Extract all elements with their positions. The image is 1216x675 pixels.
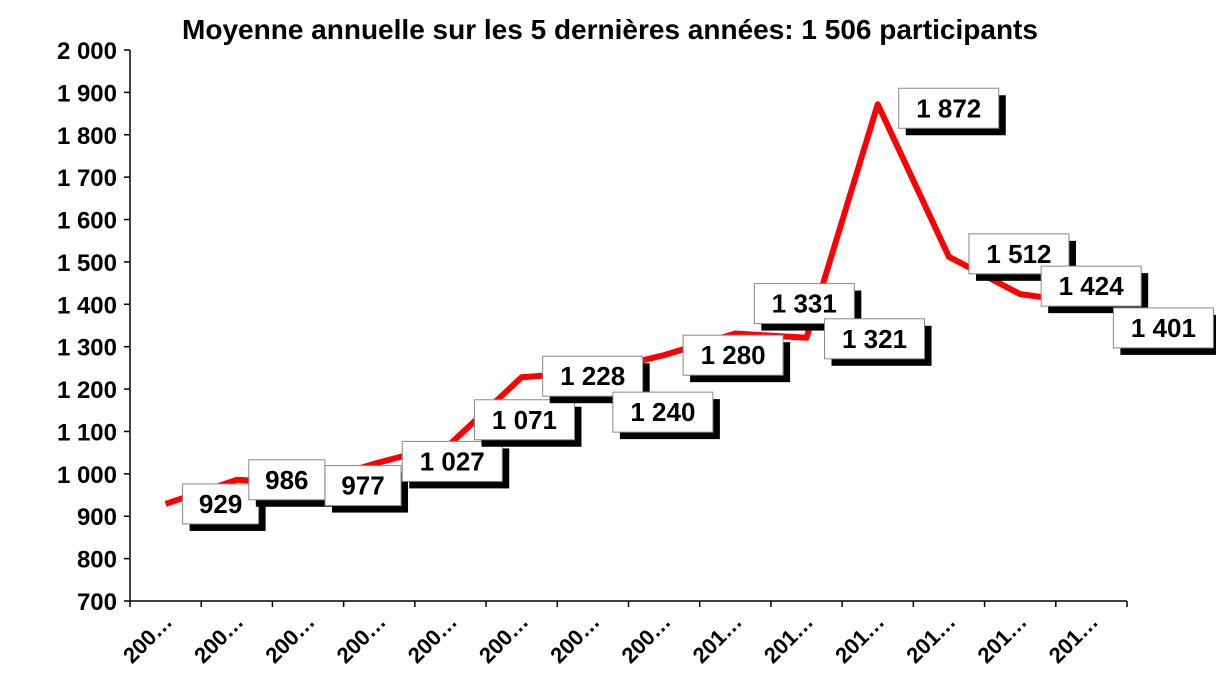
data-label-text: 1 512 bbox=[986, 239, 1051, 269]
data-label-text: 986 bbox=[265, 465, 308, 495]
label-box bbox=[612, 391, 714, 433]
data-label: 1 240 bbox=[612, 391, 720, 440]
data-label: 986 bbox=[248, 459, 332, 507]
label-box bbox=[473, 399, 575, 441]
x-tick-label: 201… bbox=[830, 609, 889, 668]
data-label-text: 1 331 bbox=[772, 289, 837, 319]
x-tick-label: 200… bbox=[332, 609, 391, 668]
y-tick-label: 1 300 bbox=[57, 335, 117, 362]
x-tick-label: 200… bbox=[118, 609, 177, 668]
data-label-text: 1 321 bbox=[842, 324, 907, 354]
x-tick-label: 201… bbox=[973, 609, 1032, 668]
data-label: 1 331 bbox=[753, 283, 862, 331]
y-tick-label: 1 700 bbox=[57, 165, 117, 192]
label-box bbox=[824, 318, 926, 360]
y-tick-label: 1 800 bbox=[57, 123, 117, 150]
label-box bbox=[682, 334, 784, 376]
label-box bbox=[324, 465, 402, 507]
label-box bbox=[1040, 265, 1142, 307]
label-box bbox=[248, 459, 326, 501]
y-tick-label: 2 000 bbox=[57, 38, 117, 65]
label-box bbox=[898, 87, 1000, 129]
y-tick-label: 900 bbox=[77, 504, 117, 531]
x-tick-label: 201… bbox=[1044, 609, 1103, 668]
x-tick-label: 200… bbox=[545, 609, 604, 668]
x-tick-label: 200… bbox=[260, 609, 319, 668]
data-label: 1 424 bbox=[1040, 265, 1149, 314]
y-tick-label: 700 bbox=[77, 589, 117, 616]
x-tick-label: 200… bbox=[474, 609, 533, 668]
data-label: 1 228 bbox=[542, 355, 650, 404]
data-label-text: 929 bbox=[199, 489, 242, 519]
y-tick-label: 1 200 bbox=[57, 377, 117, 404]
data-label-text: 1 401 bbox=[1131, 313, 1196, 343]
y-tick-label: 1 400 bbox=[57, 292, 117, 319]
data-label: 1 027 bbox=[401, 440, 510, 489]
x-tick-label: 200… bbox=[189, 609, 248, 668]
y-tick-label: 1 900 bbox=[57, 80, 117, 107]
data-label-text: 1 872 bbox=[916, 93, 981, 123]
label-box bbox=[542, 355, 644, 397]
data-label: 977 bbox=[324, 465, 409, 513]
data-label-text: 1 240 bbox=[630, 397, 695, 427]
y-tick-label: 800 bbox=[77, 547, 117, 574]
data-label: 929 bbox=[182, 483, 266, 531]
data-label: 1 071 bbox=[473, 399, 582, 447]
label-box bbox=[753, 283, 855, 325]
label-box bbox=[1112, 307, 1214, 349]
data-line bbox=[164, 101, 1092, 507]
label-box bbox=[182, 483, 260, 525]
data-label-text: 977 bbox=[341, 471, 384, 501]
x-tick-label: 201… bbox=[688, 609, 747, 668]
data-label: 1 280 bbox=[682, 334, 791, 383]
y-tick-label: 1 600 bbox=[57, 208, 117, 235]
data-label: 1 872 bbox=[898, 87, 1006, 136]
x-tick-label: 200… bbox=[403, 609, 462, 668]
data-label: 1 321 bbox=[824, 318, 932, 366]
data-label-text: 1 071 bbox=[492, 405, 557, 435]
x-tick-label: 200… bbox=[616, 609, 675, 668]
y-tick-label: 1 500 bbox=[57, 250, 117, 277]
x-tick-label: 201… bbox=[901, 609, 960, 668]
data-label-text: 1 228 bbox=[560, 361, 625, 391]
chart-title: Moyenne annuelle sur les 5 dernières ann… bbox=[182, 14, 1038, 45]
label-box bbox=[401, 440, 503, 482]
x-tick-label: 201… bbox=[759, 609, 818, 668]
data-label: 1 401 bbox=[1112, 307, 1216, 355]
data-label-text: 1 280 bbox=[701, 340, 766, 370]
y-tick-label: 1 100 bbox=[57, 419, 117, 446]
y-tick-label: 1 000 bbox=[57, 462, 117, 489]
data-label-text: 1 424 bbox=[1059, 271, 1125, 301]
data-label-text: 1 027 bbox=[420, 446, 485, 476]
